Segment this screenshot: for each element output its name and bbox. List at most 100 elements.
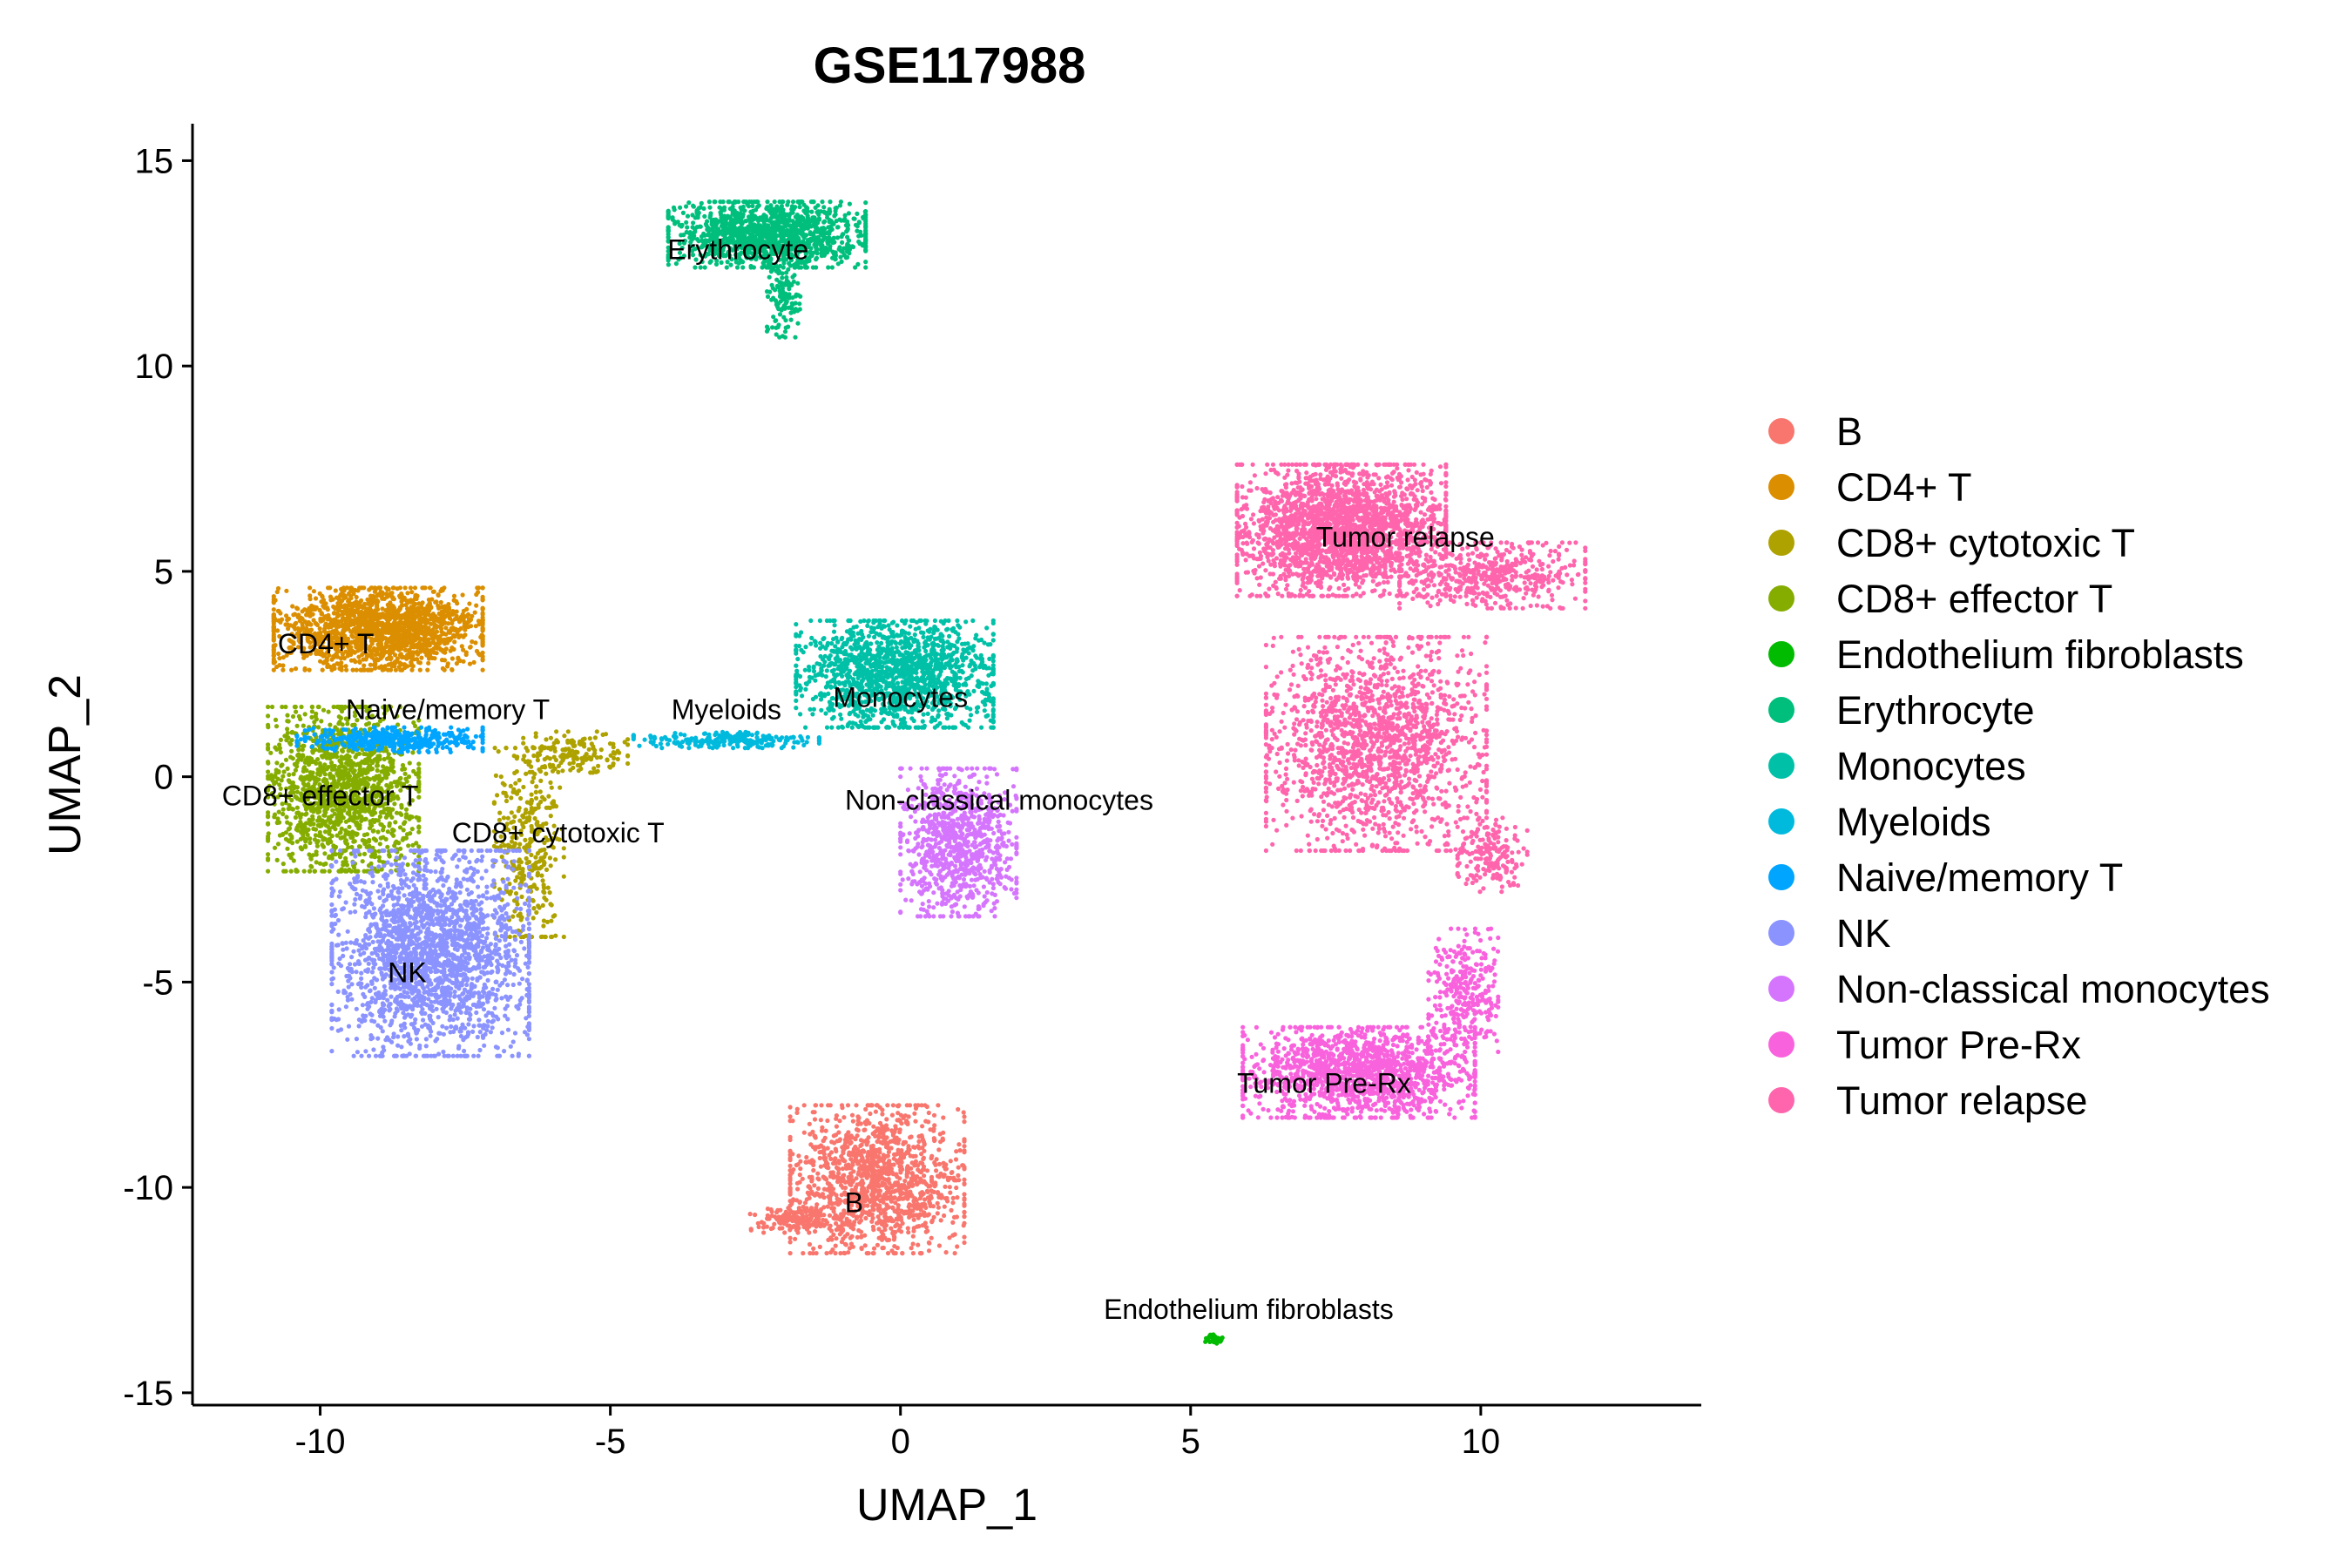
data-point: [273, 598, 278, 603]
data-point: [314, 852, 319, 857]
data-point: [318, 618, 323, 623]
data-point: [377, 841, 382, 847]
data-point: [859, 1179, 864, 1185]
data-point: [280, 667, 286, 672]
data-point: [838, 1251, 843, 1256]
data-point: [787, 1158, 793, 1163]
data-point: [938, 1218, 943, 1223]
data-point: [798, 1166, 803, 1172]
data-point: [935, 1173, 941, 1179]
data-point: [807, 1174, 812, 1179]
data-point: [290, 713, 296, 720]
data-point: [350, 587, 355, 592]
data-point: [862, 1233, 868, 1238]
data-point: [912, 1202, 917, 1207]
data-point: [371, 828, 376, 834]
data-point: [348, 868, 354, 874]
data-point: [955, 1195, 960, 1200]
data-point: [348, 596, 354, 601]
data-point: [519, 894, 524, 900]
data-point: [911, 1217, 916, 1222]
data-point: [891, 1156, 896, 1161]
data-point: [793, 1236, 798, 1241]
data-point: [821, 1213, 827, 1218]
data-point: [922, 1197, 928, 1202]
data-point: [833, 1251, 838, 1256]
data-point: [863, 1121, 868, 1126]
data-point: [920, 1124, 925, 1129]
data-point: [869, 1212, 875, 1217]
data-point: [518, 795, 524, 801]
data-point: [917, 1176, 923, 1181]
data-point: [916, 1167, 921, 1173]
data-point: [808, 1160, 814, 1166]
data-point: [900, 1220, 905, 1226]
data-point: [343, 664, 348, 669]
data-point: [362, 751, 367, 757]
data-point: [365, 597, 370, 603]
data-point: [396, 636, 402, 641]
data-point: [787, 1190, 793, 1195]
data-point: [928, 1193, 933, 1199]
data-point: [942, 1213, 947, 1219]
data-point: [795, 1186, 801, 1192]
data-point: [780, 1226, 785, 1231]
data-point: [409, 827, 415, 832]
data-point: [859, 1158, 864, 1163]
data-point: [936, 1103, 941, 1108]
data-point: [847, 1246, 853, 1251]
data-point: [343, 754, 348, 760]
data-point: [900, 1251, 905, 1256]
data-point: [876, 1135, 882, 1140]
data-point: [906, 1181, 911, 1186]
data-point: [328, 585, 333, 591]
data-point: [549, 902, 554, 908]
data-point: [449, 656, 456, 661]
data-point: [402, 612, 408, 617]
data-point: [856, 1115, 862, 1120]
data-point: [962, 1192, 967, 1197]
data-point: [521, 784, 526, 790]
data-point: [825, 1165, 830, 1170]
data-point: [898, 1150, 904, 1155]
data-point: [343, 621, 348, 626]
data-point: [447, 611, 452, 617]
data-point: [769, 1213, 774, 1219]
data-point: [840, 1166, 846, 1172]
data-point: [518, 914, 524, 919]
data-point: [406, 632, 411, 637]
data-point: [828, 1228, 835, 1233]
data-point: [962, 1177, 967, 1182]
data-point: [889, 1171, 894, 1176]
data-point: [902, 1113, 908, 1119]
data-point: [480, 615, 485, 620]
data-point: [342, 868, 348, 873]
data-point: [962, 1213, 967, 1220]
data-point: [810, 1251, 816, 1256]
data-point: [480, 585, 485, 591]
data-point: [868, 1111, 873, 1117]
data-point: [391, 605, 397, 611]
data-point: [302, 712, 308, 717]
data-point: [426, 597, 431, 603]
data-point: [518, 860, 524, 865]
data-point: [571, 765, 576, 771]
data-point: [307, 868, 312, 874]
data-point: [898, 1187, 903, 1193]
data-point: [461, 647, 466, 652]
data-point: [837, 1137, 843, 1142]
data-point: [832, 1174, 837, 1179]
data-point: [912, 1111, 917, 1116]
data-point: [916, 1224, 922, 1229]
data-point: [550, 768, 556, 774]
data-point: [517, 778, 522, 783]
data-point: [825, 1118, 830, 1124]
data-point: [556, 769, 561, 775]
data-point: [551, 754, 557, 760]
data-point: [362, 604, 367, 609]
data-point: [865, 1157, 871, 1162]
data-point: [830, 1170, 835, 1175]
data-point: [510, 914, 516, 919]
data-point: [859, 1164, 864, 1169]
